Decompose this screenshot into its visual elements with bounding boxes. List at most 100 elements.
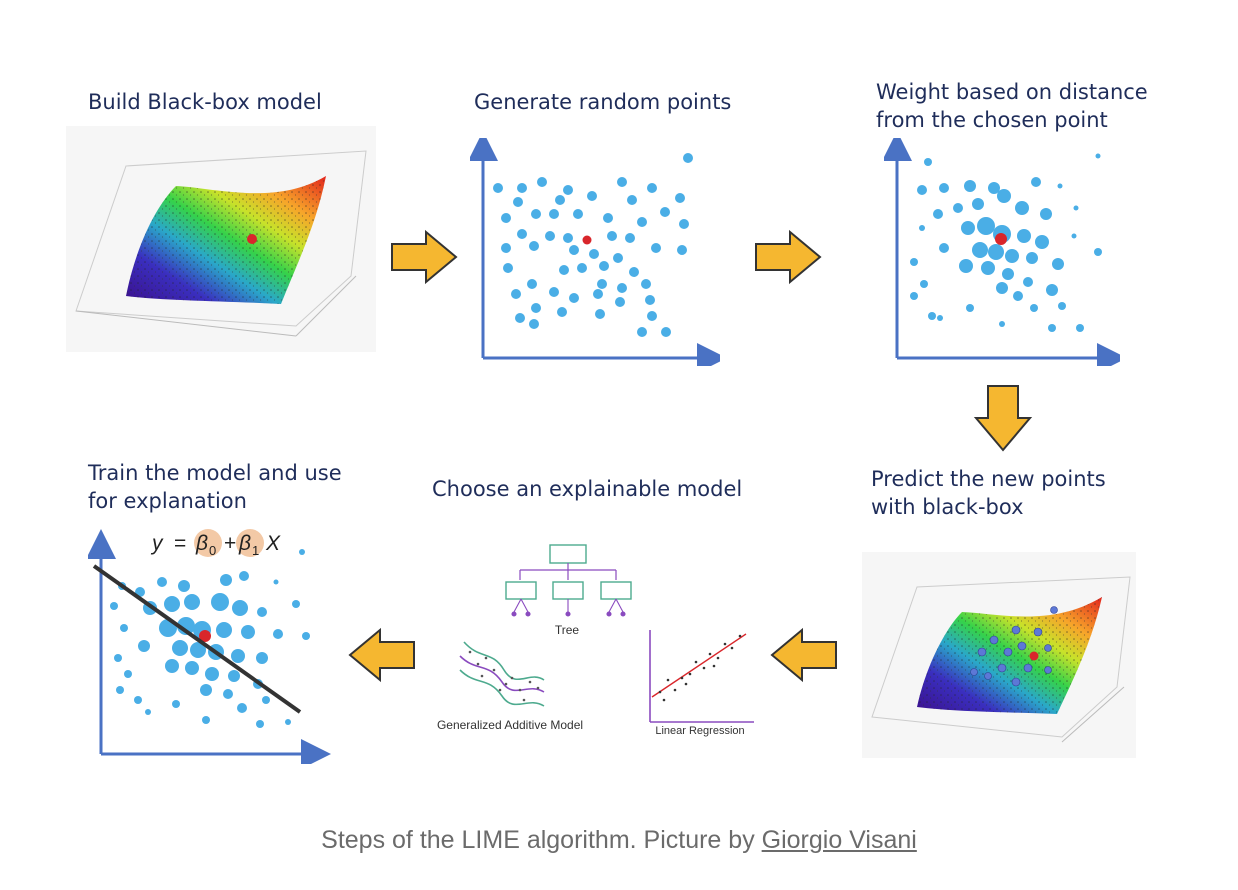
step-title-predict: Predict the new points with black-box xyxy=(871,465,1106,521)
weighted-point xyxy=(124,670,132,678)
random-points xyxy=(493,153,693,337)
weighted-point xyxy=(988,182,1000,194)
weighted-point xyxy=(190,642,206,658)
weighted-point xyxy=(299,549,305,555)
random-point xyxy=(529,319,539,329)
step-title-train: Train the model and use for explanation xyxy=(88,459,342,515)
step-title-weight-line1: Weight based on distance xyxy=(876,80,1148,104)
weighted-point xyxy=(232,600,248,616)
weighted-point xyxy=(1026,252,1038,264)
predicted-points xyxy=(970,606,1058,687)
weighted-point xyxy=(1046,284,1058,296)
random-point xyxy=(595,309,605,319)
random-point xyxy=(677,245,687,255)
weighted-point xyxy=(1035,235,1049,249)
predicted-point xyxy=(1011,625,1021,635)
predicted-point xyxy=(984,672,992,680)
random-point xyxy=(549,209,559,219)
eq-plus: + xyxy=(224,532,236,555)
tree-label: Tree xyxy=(555,623,580,637)
weighted-point xyxy=(1073,205,1079,211)
equation: y = β 0 + β 1 X xyxy=(150,532,281,558)
random-point xyxy=(537,177,547,187)
arrow-left-icon xyxy=(770,627,837,683)
random-point xyxy=(629,267,639,277)
weighted-point xyxy=(120,624,128,632)
predicted-point xyxy=(997,663,1007,673)
random-point xyxy=(613,253,623,263)
random-point xyxy=(555,195,565,205)
weighted-point xyxy=(937,315,943,321)
random-point xyxy=(569,293,579,303)
weighted-point xyxy=(1013,291,1023,301)
predicted-point xyxy=(989,635,999,645)
random-point xyxy=(647,183,657,193)
random-point xyxy=(515,313,525,323)
random-point xyxy=(501,213,511,223)
weighted-point xyxy=(285,719,291,725)
random-point xyxy=(587,191,597,201)
weighted-point xyxy=(1031,177,1041,187)
random-point xyxy=(645,295,655,305)
weighted-point xyxy=(933,209,943,219)
eq-x: X xyxy=(265,532,281,555)
weighted-point xyxy=(924,158,932,166)
weighted-point xyxy=(178,580,190,592)
random-point xyxy=(625,233,635,243)
random-point xyxy=(563,233,573,243)
regression-line xyxy=(92,564,302,714)
weighted-point xyxy=(110,602,118,610)
caption-text: Steps of the LIME algorithm. Picture by xyxy=(321,826,762,854)
random-point xyxy=(597,279,607,289)
step-title-predict-line1: Predict the new points xyxy=(871,467,1106,491)
arrow-right-icon xyxy=(391,229,458,285)
random-point xyxy=(517,229,527,239)
weighted-point xyxy=(1095,153,1101,159)
weighted-point xyxy=(920,280,928,288)
weighted-point xyxy=(292,600,300,608)
random-point xyxy=(651,243,661,253)
weighted-point xyxy=(184,594,200,610)
step-title-weight: Weight based on distance from the chosen… xyxy=(876,78,1148,134)
predicted-point xyxy=(1003,647,1013,657)
weighted-point xyxy=(1057,183,1063,189)
beta1-highlight xyxy=(236,529,264,557)
weighted-point xyxy=(202,716,210,724)
weighted-point xyxy=(145,709,151,715)
predicted-point xyxy=(1050,606,1058,614)
predicted-point xyxy=(1044,666,1052,674)
weighted-point xyxy=(964,180,976,192)
surface-plot-icon xyxy=(66,126,376,352)
eq-sub0: 0 xyxy=(209,543,216,558)
linreg-label: Linear Regression xyxy=(655,725,744,737)
weighted-point xyxy=(220,574,232,586)
random-point xyxy=(549,287,559,297)
step-title-train-line2: for explanation xyxy=(88,489,247,513)
random-point xyxy=(615,297,625,307)
weighted-point xyxy=(1048,324,1056,332)
weighted-point xyxy=(1002,268,1014,280)
random-point xyxy=(675,193,685,203)
random-point xyxy=(617,283,627,293)
weighted-point xyxy=(237,703,247,713)
weighted-points-plot xyxy=(884,138,1120,366)
arrow-down-icon xyxy=(973,385,1033,452)
predicted-point xyxy=(1017,641,1027,651)
chosen-point xyxy=(1029,651,1039,661)
random-point xyxy=(517,183,527,193)
random-point xyxy=(660,207,670,217)
weighted-point xyxy=(966,304,974,312)
weighted-point xyxy=(172,700,180,708)
random-point xyxy=(503,263,513,273)
eq-sub1: 1 xyxy=(252,543,259,558)
random-point xyxy=(603,213,613,223)
weighted-point xyxy=(216,622,232,638)
random-point xyxy=(647,311,657,321)
weighted-point xyxy=(939,183,949,193)
random-point xyxy=(627,195,637,205)
author-link[interactable]: Giorgio Visani xyxy=(761,826,917,854)
eq-beta0: β xyxy=(195,532,208,555)
figure-caption: Steps of the LIME algorithm. Picture by … xyxy=(0,826,1238,855)
weighted-point xyxy=(185,661,199,675)
weighted-point xyxy=(239,571,249,581)
